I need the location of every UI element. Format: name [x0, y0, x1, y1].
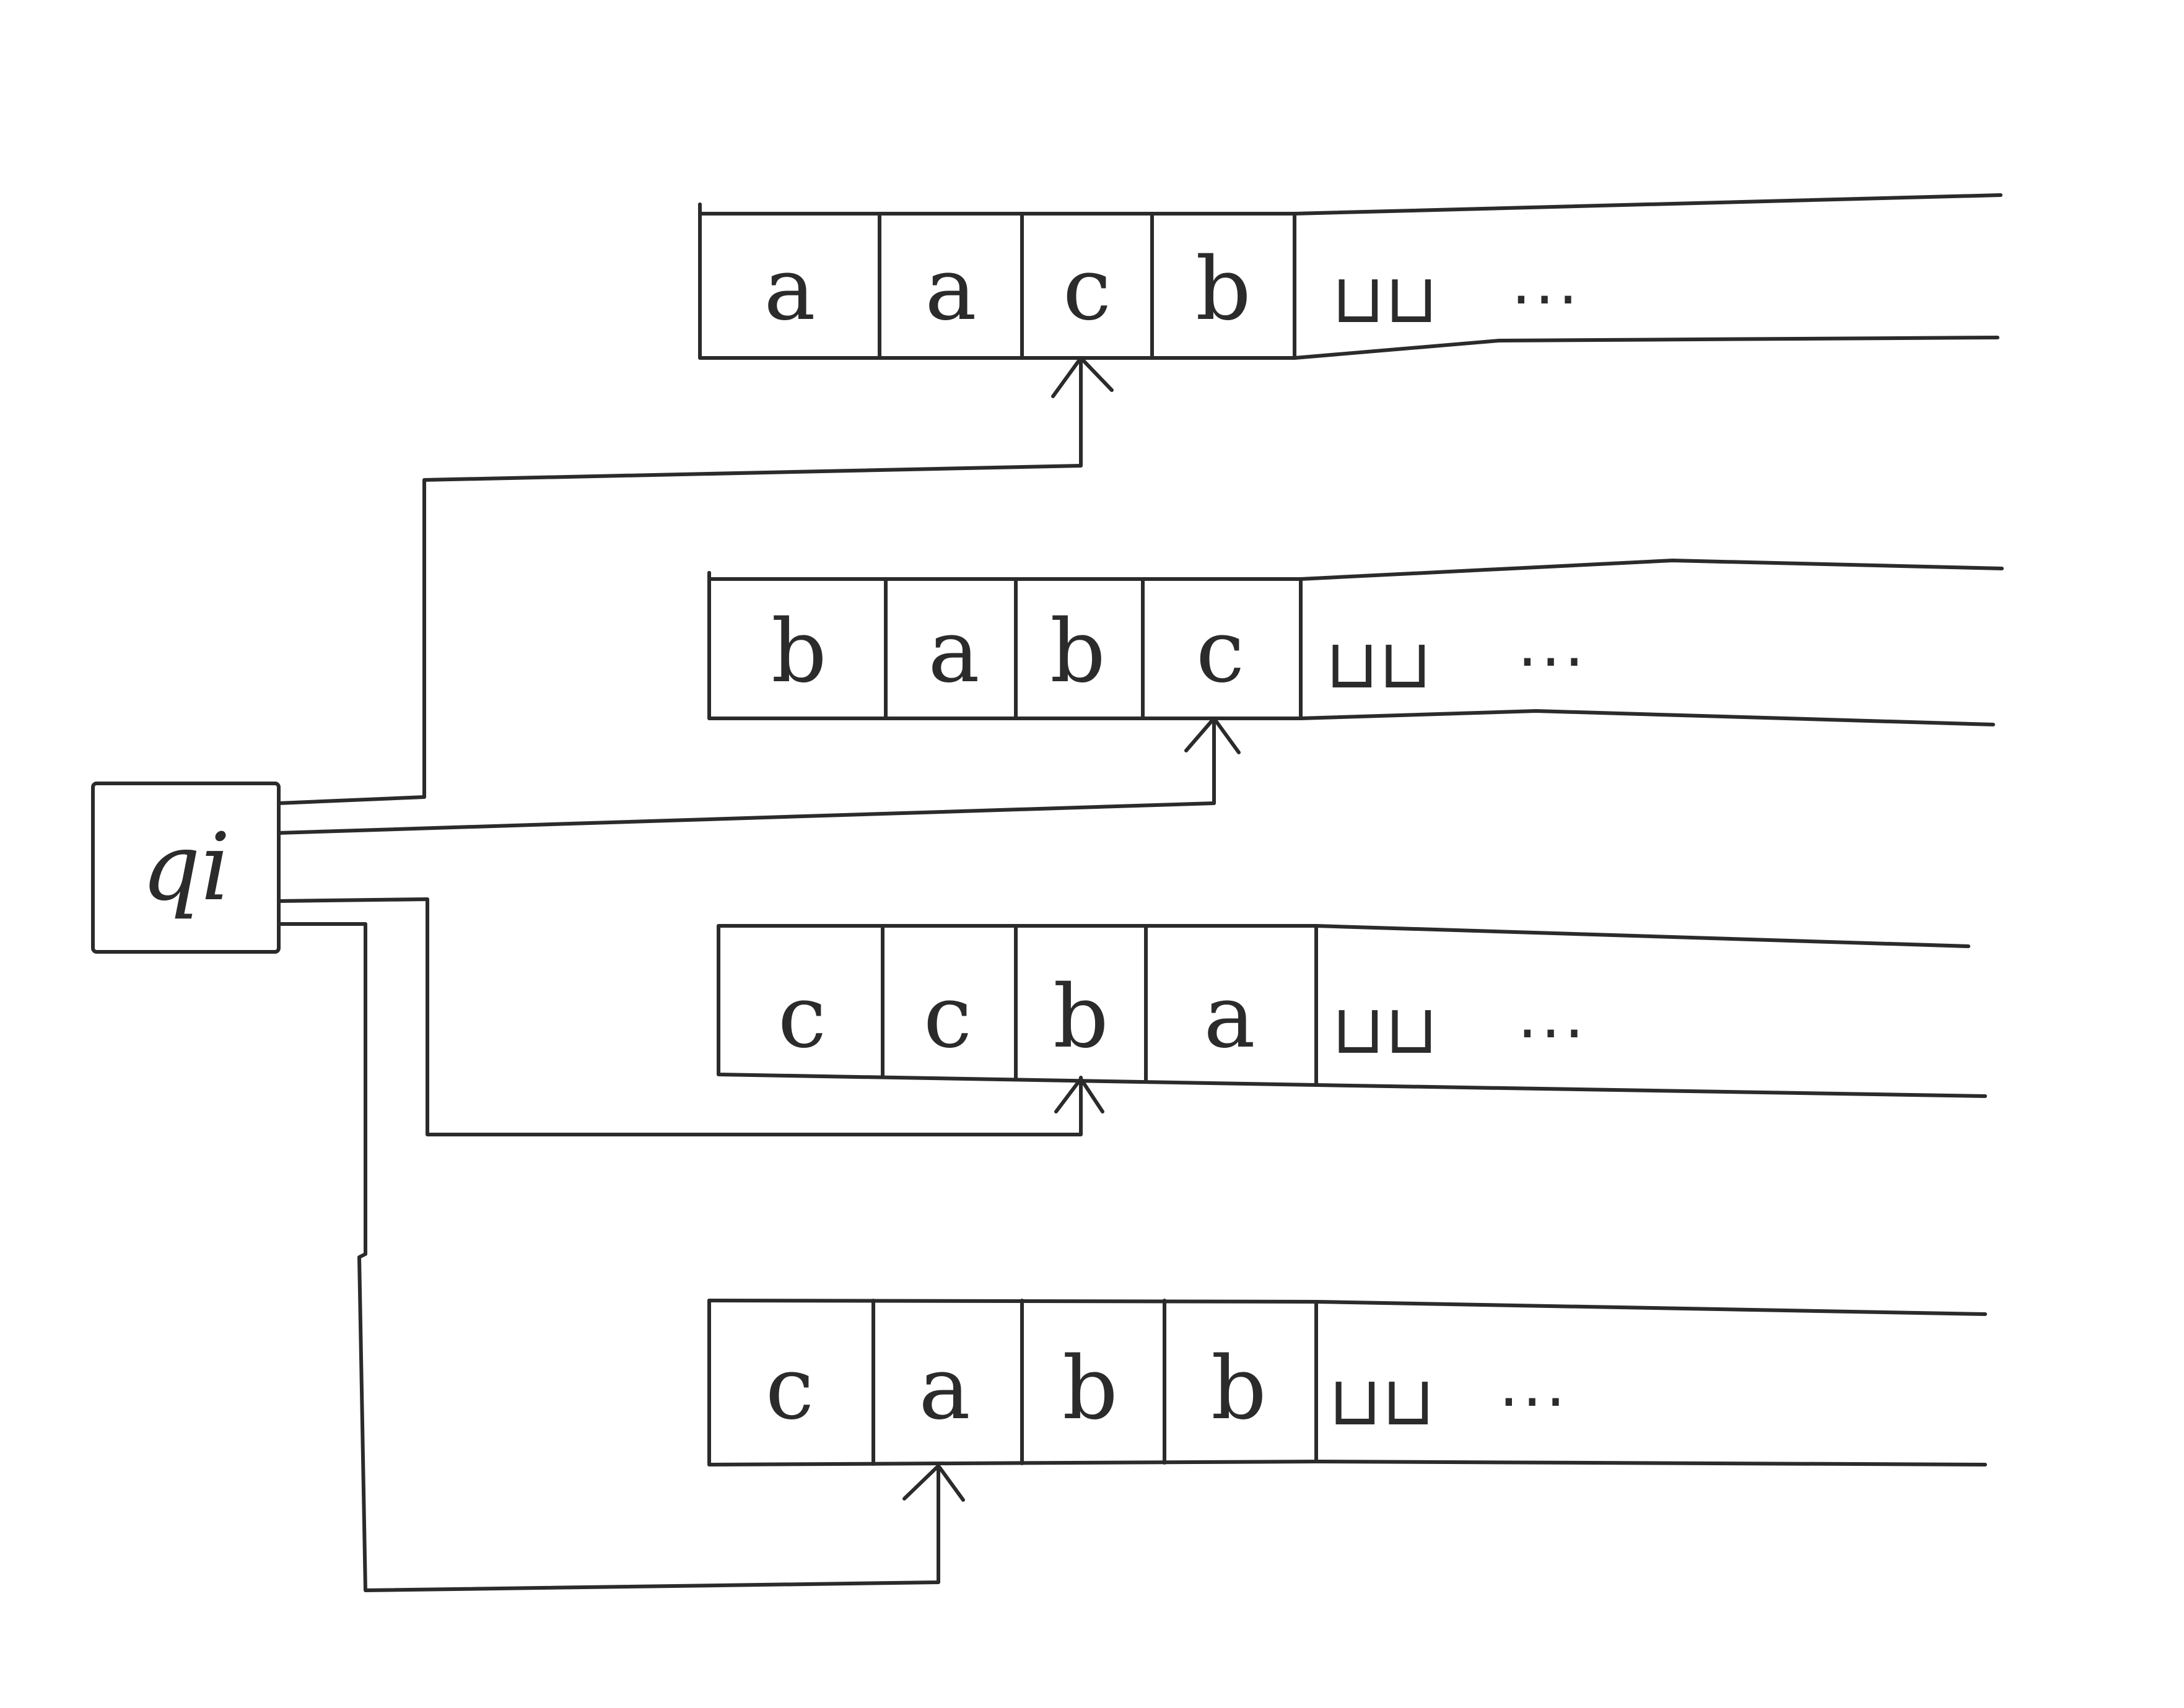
head-wire-3 [277, 897, 1083, 1136]
head-wire-2 [277, 718, 1216, 835]
tape-2-cell: c [1196, 601, 1244, 702]
tape-1-cell: b [1195, 239, 1251, 340]
tape-4-cell: a [919, 1338, 970, 1439]
tape-1: a a c b ⊔⊔ ... [698, 193, 2003, 360]
tape-2-blank-symbols: ⊔⊔ [1326, 624, 1432, 704]
head-wire-1 [277, 357, 1083, 805]
tape-3-cell: a [1203, 967, 1255, 1068]
tape-1-continuation: ... [1511, 246, 1581, 318]
tape-3: c c b a ⊔⊔ ... [717, 924, 1987, 1098]
tape-1-top-edge [698, 193, 2003, 216]
head-connector-1 [277, 356, 1114, 805]
state-box: qi [91, 782, 281, 954]
tape-4-top-edge [707, 1299, 1987, 1316]
tape-1-cell: a [764, 239, 815, 340]
tape-4-cell: b [1211, 1338, 1267, 1439]
tape-3-continuation: ... [1518, 980, 1588, 1052]
tape-3-cell: c [924, 967, 972, 1068]
head-connector-2 [277, 717, 1241, 835]
tape-3-cell: c [778, 967, 826, 1068]
tape-4-blank-symbols: ⊔⊔ [1329, 1361, 1435, 1440]
head-arrowhead-3 [1054, 1077, 1104, 1113]
state-label: qi [141, 814, 230, 922]
tape-2: b a b c ⊔⊔ ... [707, 559, 2004, 726]
tape-2-cell: b [1050, 601, 1106, 702]
tape-4: c a b b ⊔⊔ ... [707, 1299, 1987, 1466]
tape-2-cell: a [928, 601, 979, 702]
head-connector-4 [277, 922, 965, 1592]
head-arrowhead-2 [1184, 717, 1241, 754]
head-connector-3 [277, 897, 1104, 1136]
head-arrowhead-1 [1051, 356, 1114, 398]
tape-1-blank-symbols: ⊔⊔ [1332, 259, 1438, 338]
head-wire-4 [277, 922, 940, 1592]
tape-3-top-edge [717, 924, 1970, 948]
tape-1-cell: a [925, 239, 976, 340]
tape-4-cell: b [1062, 1338, 1118, 1439]
tape-2-continuation: ... [1518, 608, 1588, 681]
tape-1-cell: c [1063, 239, 1111, 340]
tape-4-bottom-edge [707, 1299, 1987, 1466]
tape-4-continuation: ... [1499, 1348, 1569, 1421]
tape-3-blank-symbols: ⊔⊔ [1332, 990, 1438, 1069]
head-arrowhead-4 [902, 1464, 965, 1502]
tape-2-cell: b [771, 601, 827, 702]
tape-2-top-edge [707, 559, 2004, 581]
tape-4-cell: c [766, 1338, 814, 1439]
tape-3-cell: b [1053, 967, 1109, 1068]
